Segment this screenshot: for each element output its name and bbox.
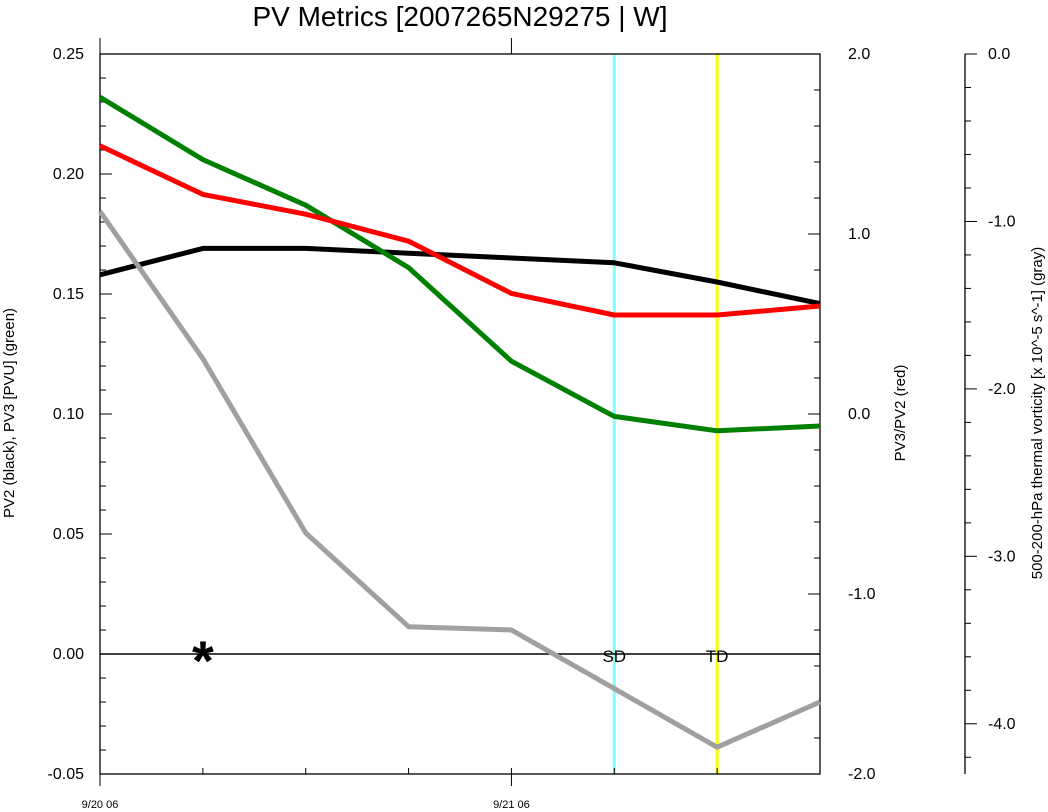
left-tick-label: 0.25 <box>53 46 84 63</box>
far-right-tick-label: -4.0 <box>988 716 1016 733</box>
left-tick-label: 0.20 <box>53 166 84 183</box>
right-axis-title: PV3/PV2 (red) <box>892 365 909 462</box>
series-group: SD TD * <box>97 95 822 750</box>
left-tick-label: -0.05 <box>48 766 85 783</box>
star-marker: * <box>192 629 214 692</box>
far-right-tick-label: -2.0 <box>988 381 1016 398</box>
marker-label-sd: SD <box>602 647 626 666</box>
right-tick-label: 2.0 <box>848 46 870 63</box>
right-tick-label: 1.0 <box>848 226 870 243</box>
series-line-1 <box>98 95 821 434</box>
vertical-markers <box>612 54 719 774</box>
left-tick-label: 0.10 <box>53 406 84 423</box>
series-line-2 <box>98 143 821 318</box>
left-tick-label: 0.15 <box>53 286 84 303</box>
marker-label-td: TD <box>706 647 729 666</box>
axes-group: 0.25 0.20 0.15 0.10 0.05 0.00 -0.05 2.0 1.0 0.0 -1… <box>48 38 1016 811</box>
left-axis-title: PV2 (black), PV3 [PVU] (green) <box>1 308 18 518</box>
right-tick-label: -2.0 <box>848 766 876 783</box>
left-tick-label: 0.05 <box>53 526 84 543</box>
left-tick-label: 0.00 <box>53 646 84 663</box>
far-right-tick-label: -3.0 <box>988 548 1016 565</box>
series-line-3 <box>97 209 822 750</box>
right-tick-label: -1.0 <box>848 586 876 603</box>
x-tick-label: 9/21 06 <box>493 799 530 811</box>
far-right-axis-title: 500-200-hPa thermal vorticity [x 10^-5 s… <box>1029 247 1046 580</box>
right-tick-label: 0.0 <box>848 406 870 423</box>
series-line-0 <box>99 245 821 307</box>
far-right-tick-label: 0.0 <box>988 46 1010 63</box>
x-tick-label: 9/20 06 <box>82 799 119 811</box>
chart-title: PV Metrics [2007265N29275 | W] <box>252 1 667 32</box>
far-right-tick-label: -1.0 <box>988 213 1016 230</box>
